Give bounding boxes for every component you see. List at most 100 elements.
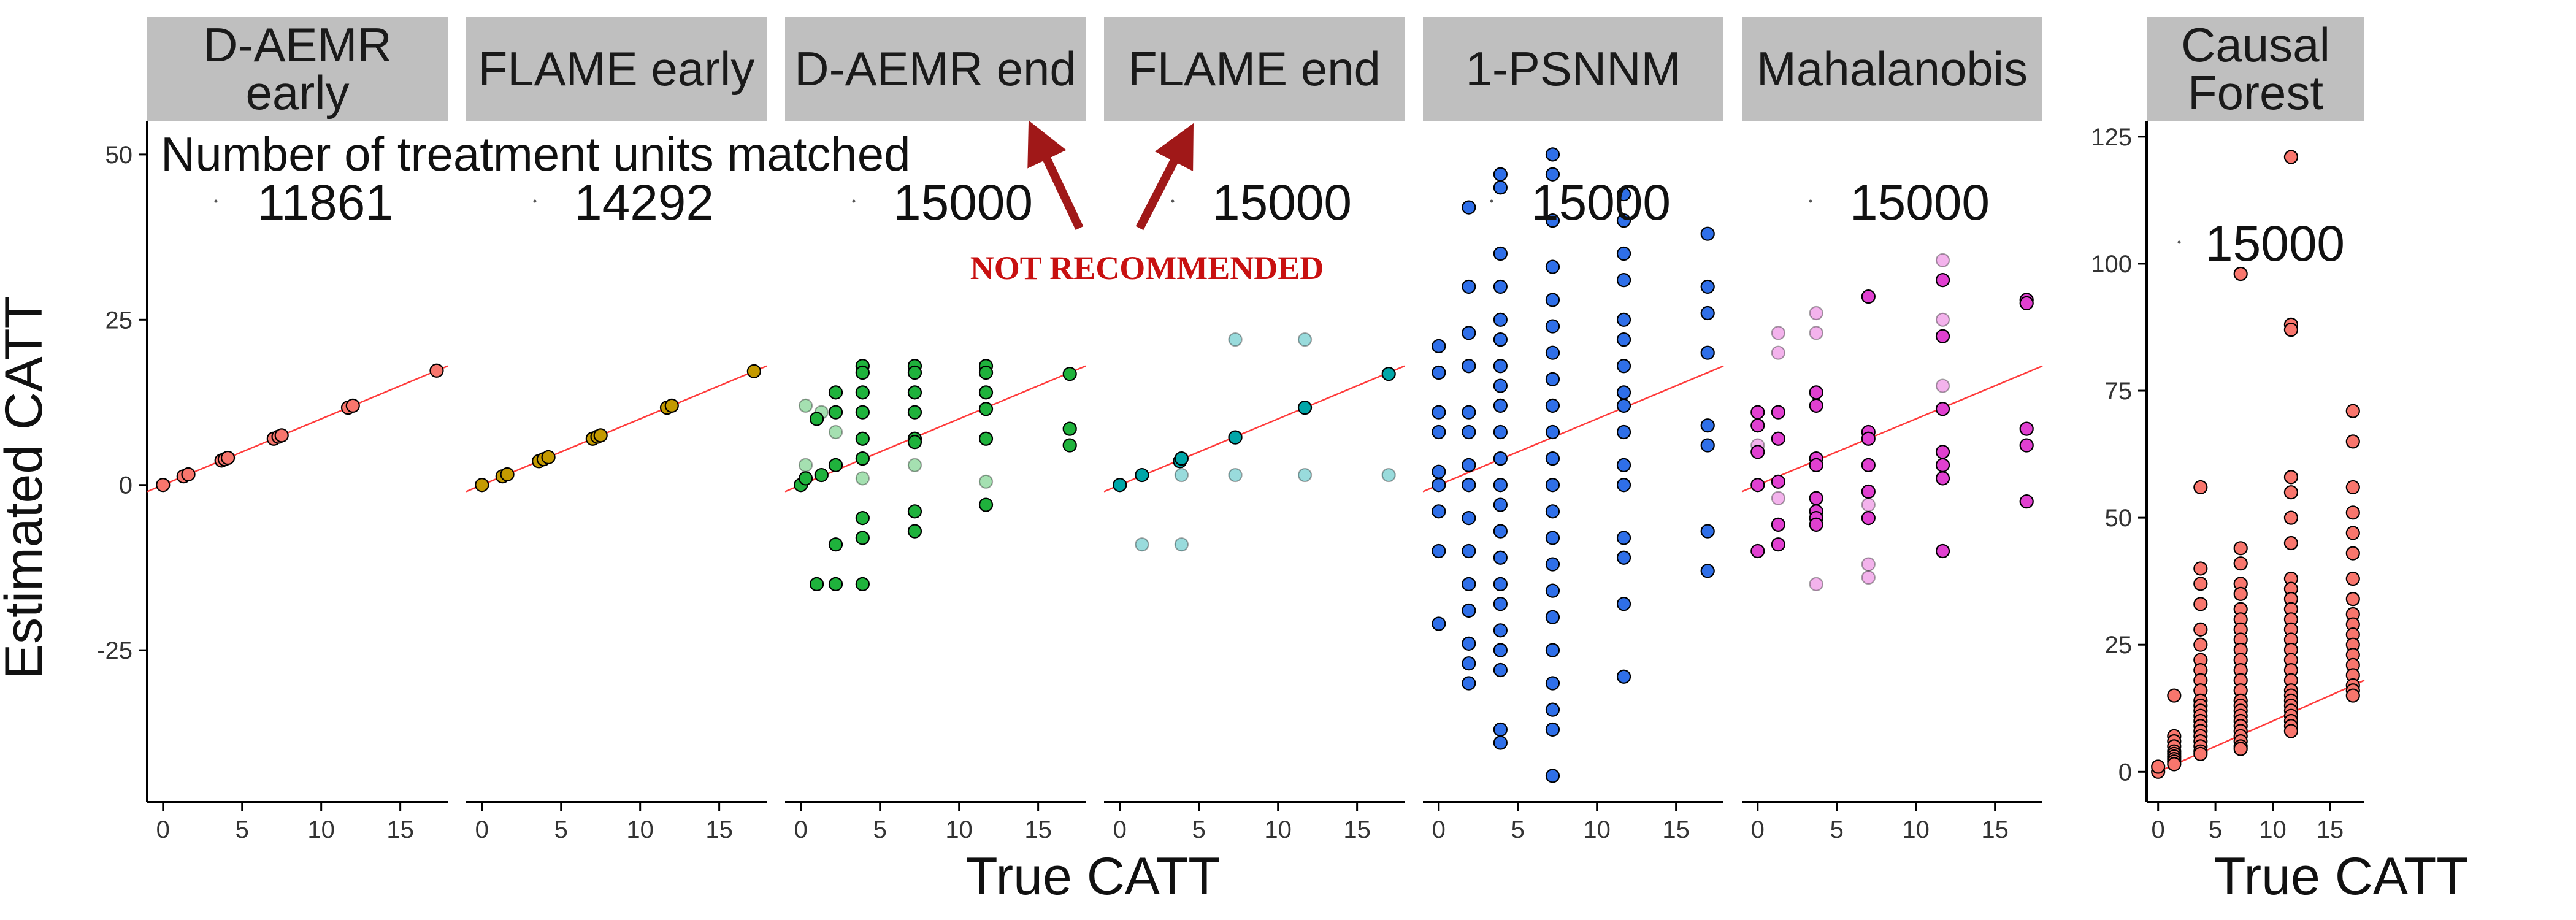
causal-forest-point-16	[2193, 597, 2208, 611]
panel-6-point-2	[1750, 418, 1765, 433]
panel-5-point-46	[1493, 735, 1508, 750]
panel-5-point-75	[1616, 359, 1631, 374]
panel-5-point-56	[1545, 424, 1560, 440]
panel-1-point-11	[345, 398, 360, 413]
panel-6-point-29	[1935, 458, 1950, 472]
panel-1-strip-label-line-2: early	[245, 66, 349, 120]
panel-6-faint-point-10	[1861, 497, 1876, 512]
causal-forest-y-tick-label-0: 0	[2118, 759, 2132, 786]
causal-forest-point-12	[2167, 757, 2182, 772]
causal-forest-point-13	[2193, 480, 2208, 495]
panel-6-faint-point-11	[1935, 253, 1950, 267]
panel-5-point-29	[1493, 312, 1508, 327]
panel-4-faint-point-2	[1174, 537, 1189, 552]
panel-5-point-14	[1462, 405, 1476, 420]
panel-3-point-19	[855, 577, 870, 591]
panel-4-point-1	[1113, 478, 1127, 493]
panel-4-x-tick-label-15: 15	[1343, 816, 1371, 843]
causal-forest-point-35	[2233, 266, 2248, 282]
panel-5-point-22	[1462, 636, 1476, 651]
causal-forest-point-37	[2233, 556, 2248, 571]
panel-3-faint-point-6	[907, 458, 922, 472]
panel-3-point-4	[809, 577, 824, 591]
panel-5-point-61	[1545, 557, 1560, 572]
panel-5-point-40	[1493, 577, 1508, 591]
panel-3-point-29	[978, 365, 994, 380]
causal-forest-point-65	[2283, 510, 2299, 525]
panel-5-point-35	[1493, 451, 1508, 466]
panel-1-count-dot	[214, 199, 218, 203]
panel-6-x-tick-label-0: 0	[1751, 816, 1765, 843]
warning-arrows	[1027, 120, 1194, 231]
panel-4: FLAME end 0 5 10 15 15000	[1103, 17, 1405, 843]
panel-4-x-tick-label-5: 5	[1192, 816, 1206, 843]
panel-3-x-tick-label-0: 0	[794, 816, 808, 843]
panel-6-point-24	[1861, 511, 1876, 526]
panel-3-faint-point-4	[828, 424, 843, 440]
panel-6-strip-label-line-1: Mahalanobis	[1757, 42, 2028, 96]
panel-6-faint-point-6	[1809, 305, 1823, 321]
panel-6-count-dot	[1809, 199, 1812, 203]
causal-forest-count-dot	[2177, 240, 2181, 244]
panel-6-faint-point-13	[1935, 378, 1950, 393]
panel-3-point-7	[828, 405, 843, 420]
panel-5-point-68	[1545, 769, 1560, 783]
panel-3-point-2	[798, 471, 813, 486]
panel-4-reference-line	[1103, 365, 1405, 493]
panel-6-point-5	[1750, 543, 1765, 559]
panel-5-point-53	[1545, 345, 1560, 360]
panel-5-point-8	[1432, 543, 1446, 559]
causal-forest-point-94	[2345, 592, 2360, 607]
panel-6-point-4	[1750, 478, 1765, 493]
panel-3-point-35	[1062, 421, 1077, 436]
panel-5-point-74	[1616, 332, 1631, 347]
panel-6-point-25	[1935, 273, 1950, 288]
panel-1-point-3	[181, 467, 196, 482]
panel-5-point-92	[1700, 564, 1715, 578]
panel-1-x-tick-label-0: 0	[156, 816, 170, 843]
panel-3-point-12	[855, 365, 870, 380]
panel-1-x-tick-label-15: 15	[386, 816, 414, 843]
panel-5-point-36	[1493, 478, 1508, 493]
panel-6-point-33	[2019, 296, 2034, 310]
panel-6-point-31	[1935, 543, 1950, 559]
causal-forest-point-39	[2233, 586, 2248, 601]
panel-5-point-24	[1462, 676, 1476, 691]
panel-5-point-34	[1493, 424, 1508, 440]
panel-3-point-17	[855, 511, 870, 526]
panel-6-point-9	[1771, 517, 1785, 532]
y-axis-title: Estimated CATT	[0, 296, 53, 679]
causal-forest-x-tick-label-5: 5	[2209, 816, 2222, 843]
panel-6-point-8	[1771, 474, 1785, 489]
panel-5-point-38	[1493, 524, 1508, 539]
causal-forest-point-89	[2345, 480, 2360, 495]
panel-3-point-8	[828, 458, 843, 472]
panel-4-strip	[1104, 17, 1405, 121]
panel-3-point-21	[907, 365, 922, 380]
panel-3-x-tick-label-5: 5	[873, 816, 887, 843]
panel-3-point-6	[828, 385, 843, 400]
causal-forest-x-tick-label-10: 10	[2259, 816, 2287, 843]
panel-5-point-62	[1545, 583, 1560, 598]
panel-6-point-14	[1809, 458, 1823, 472]
panel-3-point-25	[907, 435, 922, 450]
panel-5-point-3	[1432, 405, 1446, 420]
panel-5-point-91	[1700, 524, 1715, 539]
panel-6-point-36	[2019, 494, 2034, 509]
panel-1-strip	[147, 17, 448, 121]
panel-1-point-6	[220, 450, 236, 466]
causal-forest-x-tick-label-15: 15	[2317, 816, 2344, 843]
causal-forest-point-60	[2283, 150, 2299, 164]
panel-2-x-tick-label-5: 5	[554, 816, 568, 843]
not-recommended-label: NOT RECOMMENDED	[970, 250, 1324, 286]
causal-forest-point-104	[2345, 688, 2360, 703]
panel-2-point-6	[541, 450, 556, 465]
panel-3: D-AEMR end 0 5 10 15 15000	[784, 17, 1086, 843]
panel-5-point-78	[1616, 424, 1631, 440]
causal-forest-point-93	[2345, 571, 2360, 586]
panel-4-x-tick-label-10: 10	[1264, 816, 1292, 843]
panel-3-point-31	[978, 402, 994, 416]
panel-1-point-9	[274, 428, 289, 443]
panel-3-point-33	[978, 497, 994, 512]
